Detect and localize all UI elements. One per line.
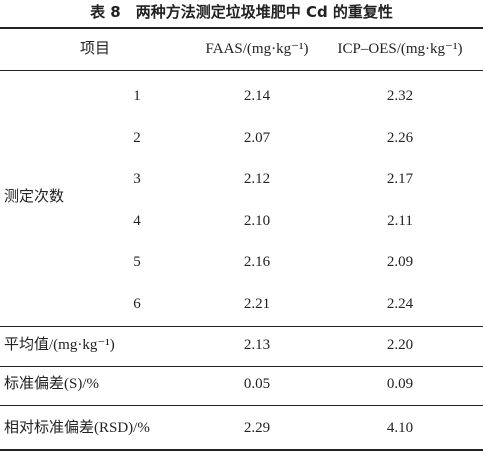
cell: 2.13	[243, 337, 271, 353]
cell: 0.05	[243, 376, 271, 392]
cell: 2.17	[386, 171, 414, 187]
cell: 2.07	[243, 129, 271, 146]
cell: 2	[133, 129, 141, 146]
top-rule	[0, 27, 483, 29]
row-label: 相对标准偏差(RSD)/%	[4, 420, 150, 436]
row-rule	[0, 405, 483, 406]
cell: 2.24	[386, 295, 414, 312]
cell: 2.29	[243, 420, 271, 436]
cell: 5	[133, 254, 141, 270]
cell: 2.10	[243, 212, 271, 229]
cell: 2.12	[243, 171, 271, 187]
cell: 2.26	[386, 129, 414, 146]
header-cell: 项目	[79, 41, 111, 57]
header-rule	[0, 70, 483, 71]
cell: 4	[133, 212, 141, 229]
cell: 0.09	[386, 376, 414, 392]
cell: 2.21	[243, 295, 271, 312]
cell: 2.09	[386, 254, 414, 270]
cell: 1	[133, 88, 141, 104]
cell: 2.14	[243, 88, 271, 104]
row-rule	[0, 366, 483, 367]
group-label: 测定次数	[4, 189, 65, 205]
cell: 2.11	[387, 212, 413, 229]
cell: 3	[133, 171, 141, 187]
table-title: 表 8 两种方法测定垃圾堆肥中 Cd 的重复性	[90, 3, 393, 21]
cell: 6	[133, 295, 141, 312]
cell: 2.32	[386, 88, 414, 104]
cell: 2.20	[386, 337, 414, 353]
header-cell: FAAS/(mg·kg⁻¹)	[205, 41, 309, 57]
row-label: 标准偏差(S)/%	[4, 376, 99, 392]
row-rule	[0, 326, 483, 327]
bottom-rule	[0, 449, 483, 451]
cell: 4.10	[386, 420, 414, 436]
cell: 2.16	[243, 254, 271, 270]
row-label: 平均值/(mg·kg⁻¹)	[4, 337, 115, 353]
header-cell: ICP–OES/(mg·kg⁻¹)	[337, 41, 463, 57]
